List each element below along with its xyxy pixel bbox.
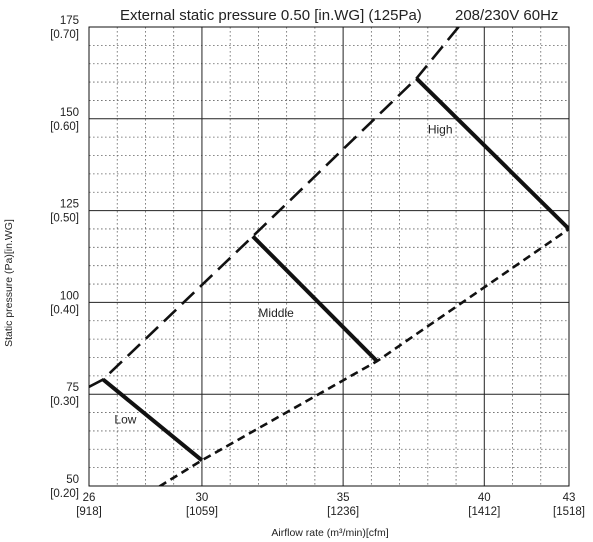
y-tick-sublabel: [0.70] [50,29,79,41]
y-axis-label: Static pressure (Pa)[in.WG] [3,219,15,347]
x-tick-sublabel: [918] [76,506,102,518]
y-tick-label: 100 [60,290,79,302]
low-fan-speed-curve [101,377,204,462]
low-series-label: Low [114,413,136,427]
x-axis-label: Airflow rate (m³/min)[cfm] [271,527,388,539]
y-tick-label: 125 [60,199,79,211]
y-tick-label: 150 [60,107,79,119]
y-tick-sublabel: [0.60] [50,121,79,133]
x-tick-label: 43 [563,492,576,504]
y-tick-label: 175 [60,15,79,27]
tick-labels: 26 [918] 30 [1059] 35 [1236] 40 [1412] 43 [1518] 5… [50,15,585,518]
y-tick-sublabel: [0.30] [50,396,79,408]
chart-title: External static pressure 0.50 [in.WG] (1… [120,7,422,24]
series-layer [89,27,569,486]
middle-series-label: Middle [258,306,294,320]
high-fan-speed-curve [415,76,569,231]
upper-limit-dashed-line [89,27,461,389]
y-tick-label: 50 [66,474,79,486]
x-tick-sublabel: [1059] [186,506,218,518]
middle-fan-speed-curve [251,234,379,363]
series-labels: Low Middle High [114,122,452,426]
y-tick-sublabel: [0.50] [50,213,79,225]
major-grid [89,27,569,486]
lower-limit-dashed-line [157,227,569,486]
x-tick-sublabel: [1412] [468,506,500,518]
y-tick-label: 75 [66,382,79,394]
y-tick-sublabel: [0.40] [50,304,79,316]
minor-grid [89,27,569,486]
plot-area-frame [88,26,570,487]
chart-subtitle: 208/230V 60Hz [455,7,558,24]
x-tick-sublabel: [1236] [327,506,359,518]
x-tick-sublabel: [1518] [553,506,585,518]
high-series-label: High [428,122,453,136]
x-tick-label: 30 [196,492,209,504]
x-tick-label: 35 [337,492,350,504]
x-tick-label: 26 [83,492,96,504]
y-tick-sublabel: [0.20] [50,488,79,500]
x-tick-label: 40 [478,492,491,504]
